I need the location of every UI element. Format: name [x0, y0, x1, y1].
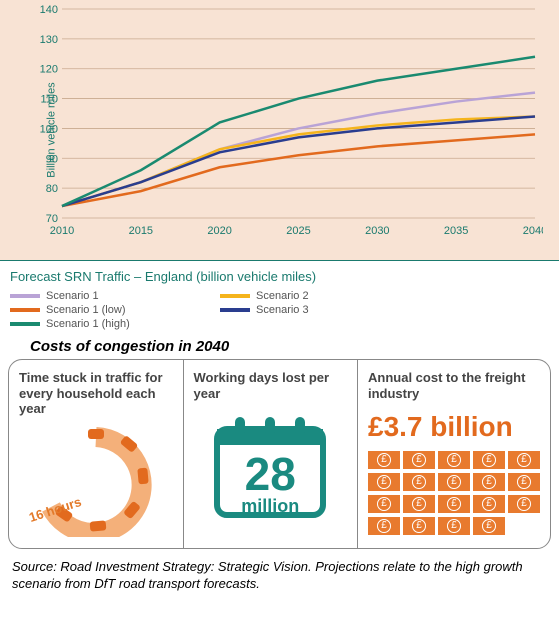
- money-note-icon: [508, 451, 540, 469]
- col2-heading: Working days lost per year: [194, 370, 348, 401]
- svg-text:100: 100: [40, 123, 58, 135]
- legend-swatch: [10, 294, 40, 298]
- col3-value: £3.7 billion: [368, 411, 540, 443]
- svg-text:120: 120: [40, 64, 58, 76]
- legend-item: Scenario 1 (low): [10, 304, 210, 316]
- legend-label: Scenario 1 (high): [46, 318, 130, 330]
- calendar-graphic: 28 million: [205, 411, 335, 549]
- money-note-icon: [438, 473, 470, 491]
- col3-heading: Annual cost to the freight industry: [368, 370, 540, 401]
- svg-text:110: 110: [40, 94, 58, 106]
- money-note-icon: [473, 495, 505, 513]
- svg-text:2010: 2010: [50, 225, 74, 237]
- legend-label: Scenario 3: [256, 304, 309, 316]
- money-note-icon: [368, 495, 400, 513]
- money-note-icon: [438, 517, 470, 535]
- svg-text:2025: 2025: [286, 225, 310, 237]
- chart-svg: 70 80 90 100 110 120 130 140 2010 2015 2020 2025 203…: [38, 5, 543, 240]
- congestion-col-freight: Annual cost to the freight industry £3.7…: [357, 360, 550, 548]
- legend-swatch: [220, 294, 250, 298]
- congestion-title: Costs of congestion in 2040: [0, 334, 559, 357]
- money-note-icon: [438, 495, 470, 513]
- money-note-icon: [368, 517, 400, 535]
- money-note-icon: [508, 495, 540, 513]
- legend-swatch: [10, 322, 40, 326]
- car-ring-graphic: 16 hours: [26, 427, 166, 537]
- money-note-icon: [368, 451, 400, 469]
- legend-item: Scenario 1 (high): [10, 318, 210, 330]
- svg-text:70: 70: [46, 213, 58, 225]
- money-note-icon: [403, 451, 435, 469]
- svg-text:2020: 2020: [207, 225, 231, 237]
- congestion-col-days: Working days lost per year 28 million: [183, 360, 358, 548]
- money-note-icon: [508, 473, 540, 491]
- legend-label: Scenario 1 (low): [46, 304, 125, 316]
- money-grid: [368, 451, 540, 535]
- chart-legend: Forecast SRN Traffic – England (billion …: [0, 260, 559, 334]
- legend-items: Scenario 1 Scenario 2 Scenario 1 (low) Scen…: [10, 290, 549, 330]
- congestion-col-time: Time stuck in traffic for every househol…: [9, 360, 183, 548]
- legend-swatch: [220, 308, 250, 312]
- svg-text:80: 80: [46, 183, 58, 195]
- svg-text:2040: 2040: [523, 225, 543, 237]
- money-note-icon: [368, 473, 400, 491]
- legend-item: Scenario 3: [220, 304, 420, 316]
- source-text: Source: Road Investment Strategy: Strate…: [0, 555, 559, 601]
- col2-unit: million: [205, 496, 335, 517]
- congestion-panel: Time stuck in traffic for every househol…: [8, 359, 551, 549]
- svg-text:130: 130: [40, 34, 58, 46]
- legend-title: Forecast SRN Traffic – England (billion …: [10, 269, 549, 284]
- money-note-icon: [403, 517, 435, 535]
- legend-label: Scenario 2: [256, 290, 309, 302]
- svg-text:140: 140: [40, 5, 58, 16]
- svg-text:2015: 2015: [129, 225, 153, 237]
- money-note-icon: [473, 451, 505, 469]
- money-note-icon: [473, 473, 505, 491]
- money-note-icon: [403, 473, 435, 491]
- col1-heading: Time stuck in traffic for every househol…: [19, 370, 173, 417]
- money-note-icon: [403, 495, 435, 513]
- traffic-forecast-chart: Billion vehicle miles 708090100110120130…: [0, 0, 559, 260]
- legend-swatch: [10, 308, 40, 312]
- money-note-icon: [438, 451, 470, 469]
- legend-item: Scenario 1: [10, 290, 210, 302]
- svg-text:90: 90: [46, 153, 58, 165]
- svg-text:2035: 2035: [444, 225, 468, 237]
- legend-item: Scenario 2: [220, 290, 420, 302]
- svg-text:2030: 2030: [365, 225, 389, 237]
- money-note-icon: [473, 517, 505, 535]
- legend-label: Scenario 1: [46, 290, 99, 302]
- col2-number: 28: [205, 454, 335, 495]
